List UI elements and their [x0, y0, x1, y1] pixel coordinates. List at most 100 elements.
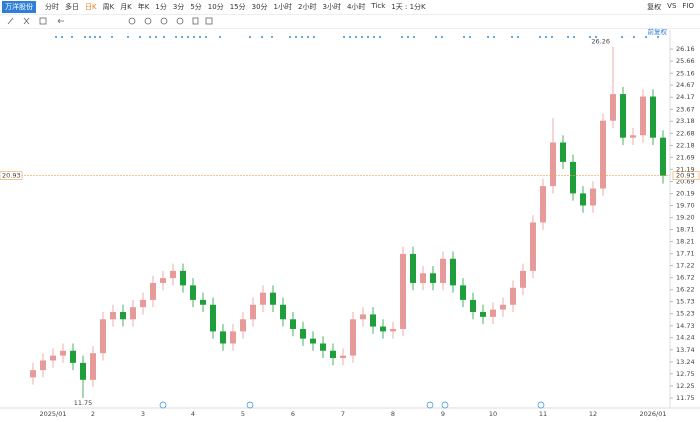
toolbar-right: 复权 VS FIO	[644, 2, 697, 12]
period-tab[interactable]: 30分	[251, 3, 268, 11]
candle-body	[180, 270, 186, 286]
candle-body	[560, 142, 566, 162]
y-tick-label: 16.22	[676, 286, 695, 294]
candle-body	[600, 120, 606, 189]
candle-body	[620, 94, 626, 138]
high-annotation: 26.26	[591, 38, 610, 46]
candle-body	[30, 370, 36, 378]
candle-body	[640, 96, 646, 136]
y-tick-label: 24.67	[676, 81, 695, 89]
candle-body	[410, 253, 416, 283]
period-tab[interactable]: 10分	[207, 3, 224, 11]
candle-body	[540, 186, 546, 223]
candle-body	[570, 161, 576, 194]
period-tab[interactable]: 1小时	[273, 3, 293, 11]
period-tab[interactable]: 1天 : 1分K	[391, 3, 426, 11]
vs-button[interactable]: VS	[667, 2, 677, 10]
candle-body	[550, 142, 556, 187]
candle-body	[360, 314, 366, 320]
y-tick-label: 18.21	[676, 238, 695, 246]
candle-body	[190, 285, 196, 300]
x-tick-label: 2026/01	[639, 410, 666, 418]
candle-body	[60, 350, 66, 356]
candle-body	[420, 273, 426, 283]
y-tick-label: 15.23	[676, 310, 695, 318]
candle-body	[460, 285, 466, 300]
x-tick-label: 10	[489, 410, 497, 418]
adjust-button[interactable]: 复权	[647, 3, 662, 11]
period-tab[interactable]: 1分	[155, 3, 167, 11]
candle-body	[260, 292, 266, 305]
period-tabs: 分时 多日 日K 周K 月K 年K 1分 3分 5分 10分 15分 30分 1小时 2小时 3小时 4小时 T…	[42, 2, 429, 12]
candle-body	[290, 319, 296, 329]
x-tick-label: 3	[141, 410, 145, 418]
last-price-box	[672, 171, 700, 180]
candle-body	[300, 328, 306, 339]
y-tick-label: 24.17	[676, 93, 695, 101]
y-tick-label: 20.19	[676, 190, 695, 198]
candle-body	[40, 360, 46, 371]
y-tick-label: 23.67	[676, 105, 695, 113]
event-markers	[159, 401, 545, 409]
period-tab[interactable]: 月K	[120, 3, 132, 11]
candle-body	[520, 270, 526, 288]
candle-body	[430, 273, 436, 283]
y-tick-label: 19.70	[676, 201, 695, 209]
candle-body	[110, 312, 116, 320]
candle-body	[150, 282, 156, 300]
period-tab[interactable]: 3分	[172, 3, 185, 11]
stock-name[interactable]: 万洋股份	[2, 1, 36, 13]
last-price-label: 20.93	[2, 172, 21, 180]
candle-body	[530, 222, 536, 271]
x-tick-label: 7	[341, 410, 345, 418]
candle-body	[130, 307, 136, 320]
candle-body	[330, 350, 336, 359]
period-tab[interactable]: 15分	[229, 3, 246, 11]
drawing-toolbar	[0, 14, 700, 29]
y-tick-label: 17.71	[676, 250, 695, 258]
candle-body	[510, 287, 516, 305]
period-tab[interactable]: 5分	[190, 3, 202, 11]
period-tab[interactable]: 分时	[45, 3, 59, 11]
candle-body	[270, 292, 276, 305]
candle-body	[100, 319, 106, 354]
candle-body	[390, 328, 396, 332]
candle-body	[170, 270, 176, 279]
y-tick-label: 26.16	[676, 45, 695, 53]
candle-body	[50, 355, 56, 361]
period-tab[interactable]: 2小时	[298, 3, 317, 11]
y-tick-label: 12.75	[676, 370, 695, 378]
candle-body	[340, 355, 346, 359]
candle-body	[140, 299, 146, 308]
y-tick-label: 21.19	[676, 165, 695, 173]
candle-body	[220, 331, 226, 344]
candle-body	[230, 331, 236, 344]
x-tick-label: 4	[191, 410, 195, 418]
y-tick-label: 15.73	[676, 298, 695, 306]
y-tick-label: 12.25	[676, 382, 695, 390]
candle-body	[400, 253, 406, 329]
x-tick-label: 12	[589, 410, 597, 418]
toolbar: 万洋股份 分时 多日 日K 周K 月K 年K 1分 3分 5分 10分 15分 30分 1小时 2小时 3小…	[0, 0, 700, 15]
period-tab[interactable]: 周K	[102, 3, 115, 11]
period-tab[interactable]: 日K	[85, 3, 97, 11]
x-tick-label: 2025/01	[39, 410, 66, 418]
candle-body	[650, 96, 656, 138]
period-tab[interactable]: Tick	[371, 2, 386, 10]
y-tick-label: 11.75	[676, 394, 695, 402]
candle-body	[250, 304, 256, 320]
period-tab[interactable]: 4小时	[346, 3, 366, 11]
period-tab[interactable]: 3小时	[322, 3, 341, 11]
y-tick-label: 13.74	[676, 346, 695, 354]
fio-button[interactable]: FIO	[682, 2, 694, 10]
candle-body	[450, 258, 456, 286]
period-tab[interactable]: 多日	[65, 3, 79, 11]
y-tick-label: 16.72	[676, 274, 695, 282]
period-tab[interactable]: 年K	[137, 3, 150, 11]
candle-body	[200, 299, 206, 305]
candle-body	[70, 350, 76, 363]
low-annotation: 11.75	[74, 399, 93, 407]
y-tick-label: 21.69	[676, 153, 695, 161]
x-tick-label: 2	[91, 410, 95, 418]
